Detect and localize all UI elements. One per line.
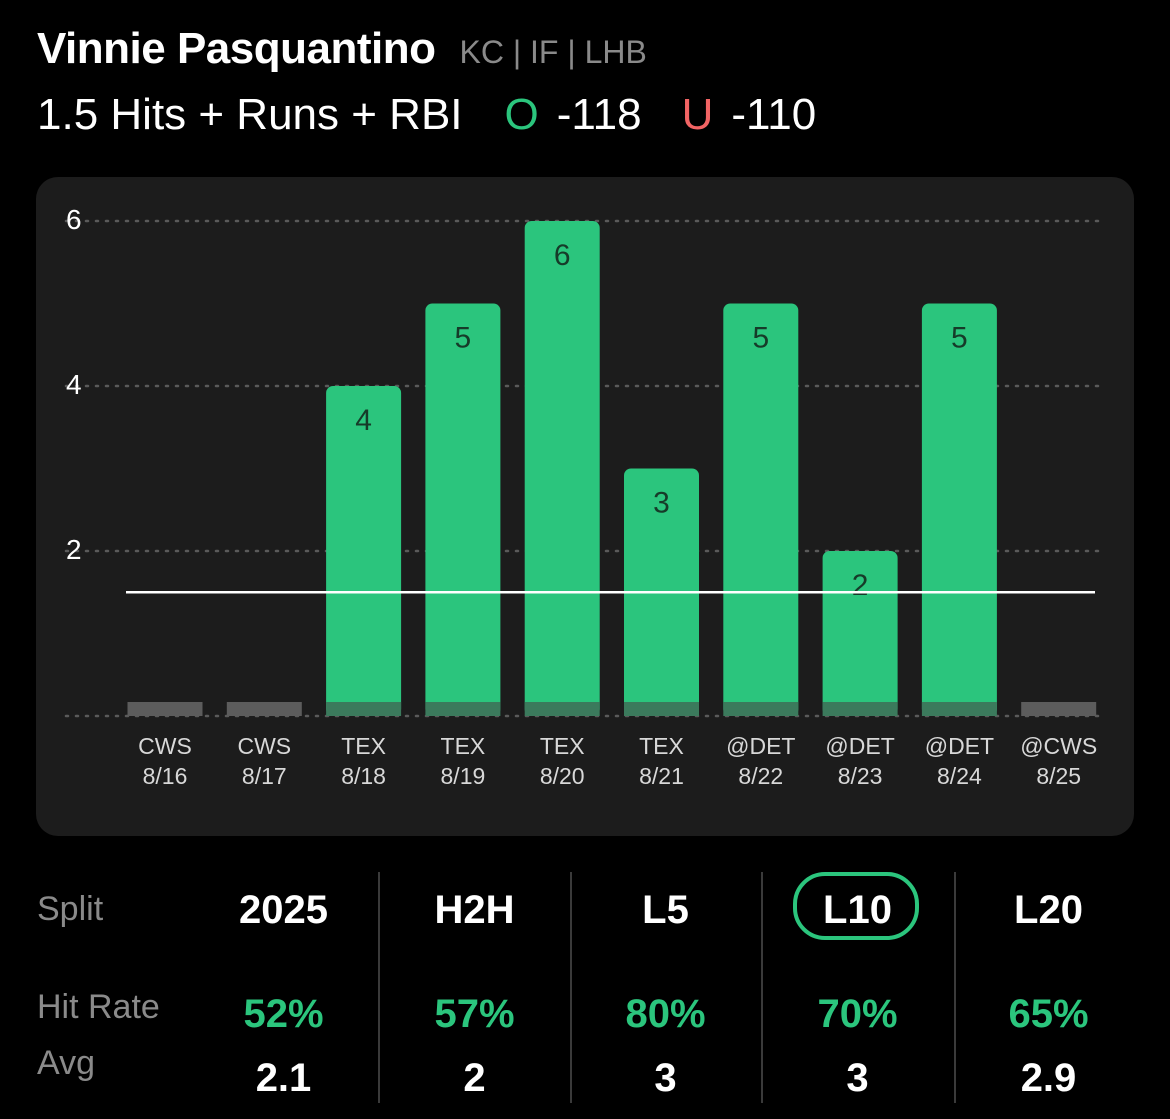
bar-zero[interactable] <box>226 702 302 716</box>
avg-value: 3 <box>654 1056 677 1100</box>
x-tick-date: 8/17 <box>242 763 287 789</box>
x-tick-opponent: TEX <box>639 733 684 759</box>
x-tick-date: 8/18 <box>341 763 386 789</box>
market-row: 1.5 Hits + Runs + RBI O -118 U -110 <box>37 90 816 140</box>
y-tick-label: 4 <box>66 369 82 400</box>
bar-base <box>326 702 402 716</box>
bar-value-label: 5 <box>951 322 968 355</box>
player-meta: KC | IF | LHB <box>459 34 647 70</box>
bar-value-label: 5 <box>455 322 472 355</box>
x-tick-date: 8/24 <box>937 763 982 789</box>
column-divider <box>954 872 956 1103</box>
avg-row-label: Avg <box>37 1044 95 1082</box>
split-column-2025[interactable]: 2025 52% 2.1 <box>188 872 379 1117</box>
bar[interactable] <box>524 221 600 716</box>
x-tick-opponent: @CWS <box>1020 733 1097 759</box>
bar[interactable] <box>326 386 402 716</box>
x-tick-date: 8/23 <box>838 763 883 789</box>
split-column-l10[interactable]: L10 70% 3 <box>762 872 953 1117</box>
x-tick-date: 8/25 <box>1036 763 1081 789</box>
bar[interactable] <box>723 303 799 717</box>
y-tick-label: 2 <box>66 534 82 565</box>
split-column-l5[interactable]: L5 80% 3 <box>570 872 761 1117</box>
x-tick-date: 8/16 <box>143 763 188 789</box>
y-tick-label: 6 <box>66 204 82 235</box>
bar-value-label: 4 <box>355 404 372 437</box>
title-row: Vinnie Pasquantino KC | IF | LHB <box>37 24 816 74</box>
bar-base <box>822 702 898 716</box>
split-column-l20[interactable]: L20 65% 2.9 <box>953 872 1144 1117</box>
x-tick-date: 8/19 <box>441 763 486 789</box>
selected-split-indicator <box>793 872 919 940</box>
x-tick-opponent: CWS <box>237 733 291 759</box>
hit-rate-value: 57% <box>434 992 515 1036</box>
avg-value: 2.1 <box>255 1056 312 1100</box>
bar-base <box>624 702 699 716</box>
split-tab[interactable]: 2025 <box>239 888 328 932</box>
bar-zero[interactable] <box>127 702 203 716</box>
avg-value: 2.9 <box>1020 1056 1077 1100</box>
under-letter: U <box>681 90 714 139</box>
bar-base <box>524 702 600 716</box>
bar[interactable] <box>425 303 501 717</box>
bar-chart: 2 4 6 CWS 8/16 CWS 8/17 4 TEX 8/18 5 TEX 8/19 6 TEX 8/2… <box>64 204 1104 789</box>
over-odds: -118 <box>556 90 642 139</box>
over-odds-button[interactable]: O -118 <box>505 90 642 140</box>
x-tick-opponent: @DET <box>925 733 994 759</box>
over-letter: O <box>504 90 539 139</box>
hit-rate-value: 70% <box>817 992 898 1036</box>
x-tick-date: 8/20 <box>540 763 585 789</box>
player-name[interactable]: Vinnie Pasquantino <box>37 24 436 73</box>
prop-header: Vinnie Pasquantino KC | IF | LHB 1.5 Hit… <box>37 24 816 140</box>
column-divider <box>570 872 572 1103</box>
bar-base <box>921 702 997 716</box>
x-tick-opponent: CWS <box>138 733 192 759</box>
bar-value-label: 2 <box>852 569 869 602</box>
bar-base <box>723 702 799 716</box>
game-log-chart: 2 4 6 CWS 8/16 CWS 8/17 4 TEX 8/18 5 TEX 8/19 6 TEX 8/2… <box>36 177 1134 836</box>
under-odds-button[interactable]: U -110 <box>682 90 817 140</box>
split-tab[interactable]: L10 <box>823 888 892 932</box>
hit-rate-value: 80% <box>625 992 706 1036</box>
x-tick-opponent: TEX <box>341 733 386 759</box>
x-tick-opponent: @DET <box>825 733 894 759</box>
hit-rate-row-label: Hit Rate <box>37 988 160 1026</box>
x-tick-opponent: @DET <box>726 733 795 759</box>
x-tick-date: 8/22 <box>738 763 783 789</box>
column-divider <box>378 872 380 1103</box>
under-odds: -110 <box>731 90 817 139</box>
bar-value-label: 5 <box>752 322 769 355</box>
avg-value: 2 <box>463 1056 486 1100</box>
x-tick-date: 8/21 <box>639 763 684 789</box>
bar-value-label: 3 <box>653 487 670 520</box>
hit-rate-value: 65% <box>1008 992 1089 1036</box>
bar-base <box>425 702 501 716</box>
split-stats-table: Split Hit Rate Avg 2025 52% 2.1 H2H 57% 2 L5 80… <box>0 860 1170 1119</box>
x-tick-opponent: TEX <box>441 733 486 759</box>
x-tick-opponent: TEX <box>540 733 585 759</box>
split-tab[interactable]: L5 <box>642 888 689 932</box>
split-tab[interactable]: H2H <box>434 888 515 932</box>
hit-rate-value: 52% <box>243 992 324 1036</box>
bar-value-label: 6 <box>554 239 571 272</box>
bar[interactable] <box>921 303 997 717</box>
column-divider <box>761 872 763 1103</box>
bar-zero[interactable] <box>1021 702 1097 716</box>
split-tab[interactable]: L20 <box>1014 888 1083 932</box>
avg-value: 3 <box>846 1056 869 1100</box>
split-column-h2h[interactable]: H2H 57% 2 <box>379 872 570 1117</box>
split-row-label: Split <box>37 890 104 928</box>
prop-line-label: 1.5 Hits + Runs + RBI <box>37 90 463 139</box>
